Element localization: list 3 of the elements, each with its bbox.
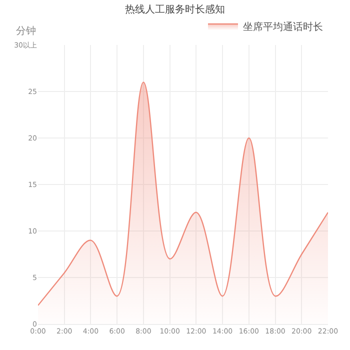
legend-label: 坐席平均通话时长 (243, 20, 323, 33)
y-axis-title: 分钟 (16, 25, 36, 37)
chart-title: 热线人工服务时长感知 (125, 3, 225, 16)
